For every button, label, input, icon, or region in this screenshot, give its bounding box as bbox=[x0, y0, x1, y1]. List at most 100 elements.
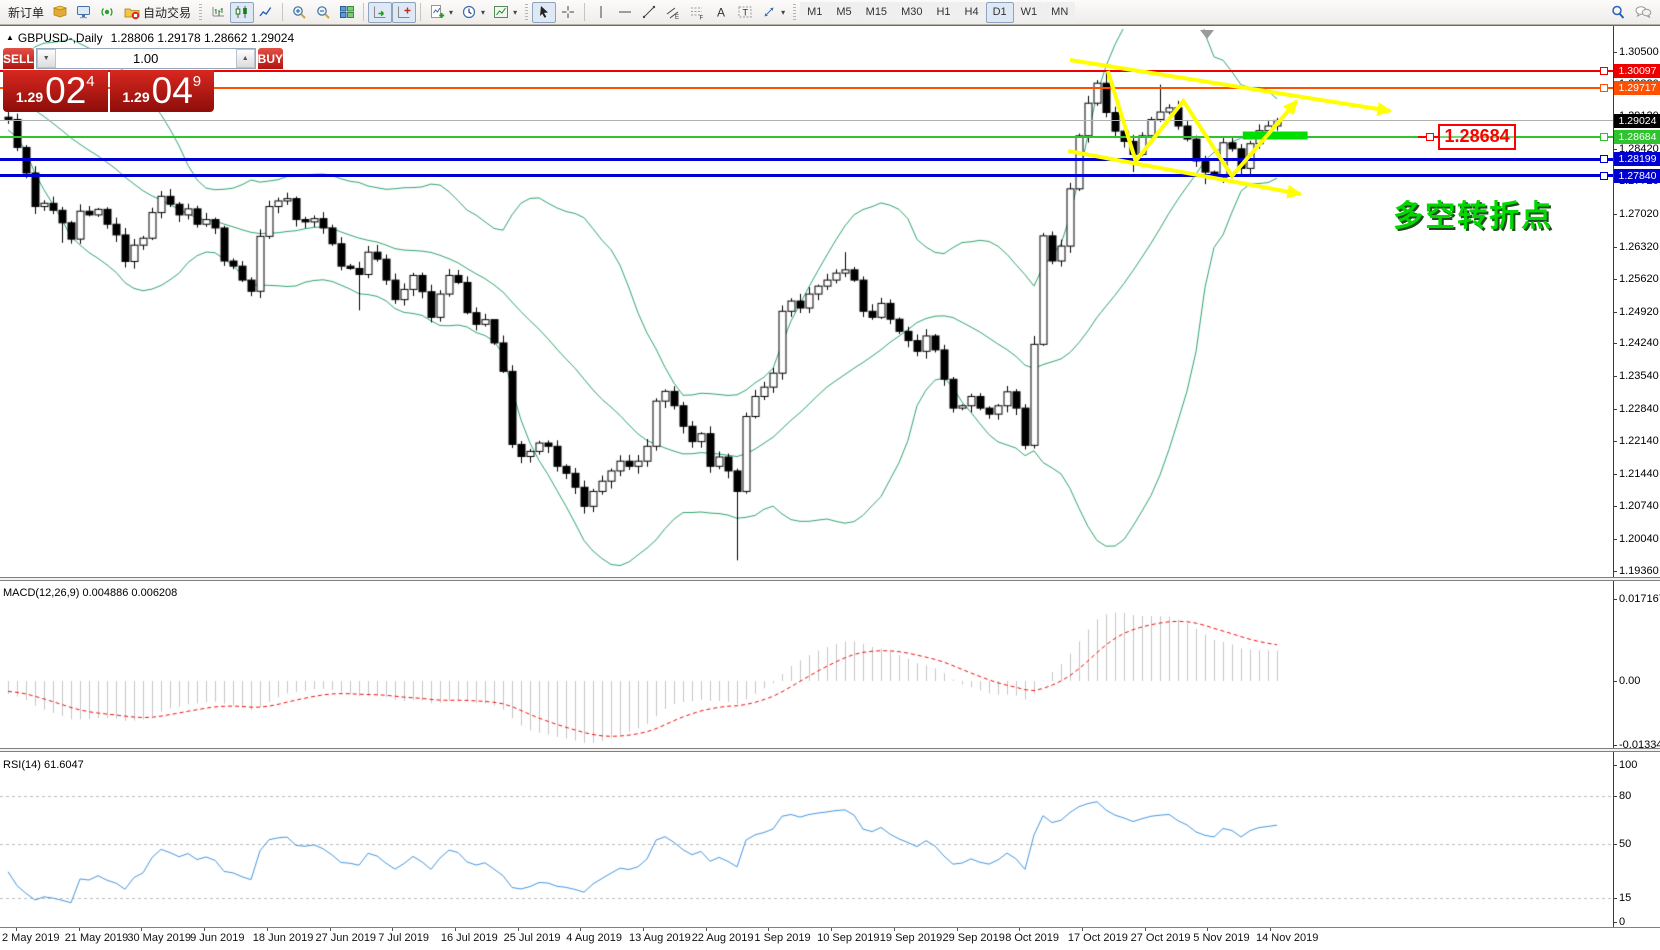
volume-input[interactable] bbox=[55, 49, 236, 68]
chat-icon bbox=[1634, 4, 1652, 20]
horizontal-line-button[interactable] bbox=[613, 2, 637, 23]
zoom-in-button[interactable] bbox=[287, 2, 311, 23]
price-level-label: 1.29717 bbox=[1614, 81, 1660, 96]
text-icon: A bbox=[713, 4, 729, 20]
scroll-end-marker-icon bbox=[1200, 30, 1214, 39]
horizontal-line-object[interactable] bbox=[0, 87, 1613, 90]
price-callout-label[interactable]: 1.28684 bbox=[1438, 123, 1517, 150]
indicators-button[interactable]: ▾ bbox=[425, 2, 457, 23]
crosshair-button[interactable] bbox=[556, 2, 580, 23]
horizontal-line-object[interactable] bbox=[0, 69, 1613, 72]
search-button[interactable] bbox=[1606, 2, 1630, 23]
auto-scroll-button[interactable] bbox=[368, 1, 393, 23]
date-label: 9 Jun 2019 bbox=[190, 932, 245, 944]
periods-button[interactable]: ▾ bbox=[457, 2, 489, 23]
price-axis-tick: 1.20040 bbox=[1613, 532, 1659, 545]
date-label: 10 Sep 2019 bbox=[817, 932, 880, 944]
timeframe-w1[interactable]: W1 bbox=[1013, 1, 1045, 23]
macd-indicator-label: MACD(12,26,9) 0.004886 0.006208 bbox=[3, 587, 178, 599]
buy-price-pip: 9 bbox=[192, 73, 202, 90]
line-anchor-handle[interactable] bbox=[1600, 155, 1608, 164]
date-tick bbox=[831, 927, 833, 931]
line-chart-button[interactable] bbox=[254, 2, 278, 23]
symbol-period-label: GBPUSD-,Daily bbox=[17, 31, 103, 45]
market-watch-button[interactable] bbox=[48, 2, 72, 23]
date-label: 30 May 2019 bbox=[127, 932, 191, 944]
chevron-down-icon: ▾ bbox=[481, 7, 486, 17]
timeframe-group: M1 M5 M15 M30 H1 H4 D1 W1 MN bbox=[800, 1, 1076, 23]
chat-button[interactable] bbox=[1630, 2, 1656, 23]
price-axis-tick: 1.27020 bbox=[1613, 207, 1659, 220]
macd-axis-label: 0.00 bbox=[1612, 675, 1641, 687]
current-price-line[interactable] bbox=[0, 120, 1613, 122]
equidistant-channel-button[interactable]: E bbox=[661, 2, 685, 23]
horizontal-line-object[interactable] bbox=[0, 157, 1613, 161]
volume-increase-button[interactable]: ▲ bbox=[235, 49, 255, 68]
timeframe-mn[interactable]: MN bbox=[1044, 1, 1076, 23]
template-icon bbox=[493, 4, 509, 20]
timeframe-m30[interactable]: M30 bbox=[894, 1, 930, 23]
signals-button[interactable] bbox=[96, 2, 120, 23]
volume-decrease-button[interactable]: ▼ bbox=[36, 49, 56, 68]
vertical-line-button[interactable] bbox=[589, 2, 613, 23]
autotrading-button[interactable]: 自动交易 bbox=[120, 2, 195, 23]
date-label: 7 Jul 2019 bbox=[378, 932, 429, 944]
horizontal-line-object[interactable] bbox=[0, 174, 1613, 178]
chart-plot-area[interactable] bbox=[0, 26, 1660, 950]
arrows-tool-button[interactable]: ▾ bbox=[757, 2, 789, 23]
text-tool-button[interactable]: A bbox=[709, 2, 733, 23]
timeframe-m15[interactable]: M15 bbox=[858, 1, 895, 23]
zoom-in-icon bbox=[291, 4, 307, 20]
signal-icon bbox=[100, 4, 116, 20]
chart-shift-button[interactable] bbox=[392, 1, 417, 23]
one-click-trading-panel: SELL ▼ ▲ BUY 1.29 02 4 1.29 04 9 bbox=[3, 48, 284, 112]
date-label: 27 Oct 2019 bbox=[1130, 932, 1191, 944]
buy-price-display[interactable]: 1.29 04 9 bbox=[109, 70, 214, 112]
timeframe-h1[interactable]: H1 bbox=[929, 1, 958, 23]
pane-splitter[interactable] bbox=[0, 748, 1660, 752]
timeframe-d1[interactable]: D1 bbox=[985, 1, 1014, 23]
price-axis-tick: 1.25620 bbox=[1613, 273, 1659, 286]
toolbar-handle bbox=[525, 4, 529, 20]
sell-price-display[interactable]: 1.29 02 4 bbox=[3, 70, 108, 112]
volume-box: ▼ ▲ bbox=[35, 48, 256, 69]
date-label: 18 Jun 2019 bbox=[252, 932, 314, 944]
zoom-out-button[interactable] bbox=[311, 2, 335, 23]
pane-splitter[interactable] bbox=[0, 577, 1660, 581]
candlestick-chart-button[interactable] bbox=[230, 1, 255, 23]
chart-shift-icon bbox=[396, 4, 412, 20]
line-anchor-handle[interactable] bbox=[1600, 171, 1608, 180]
sell-price-prefix: 1.29 bbox=[15, 89, 44, 105]
turning-point-note[interactable]: 多空转折点 bbox=[1393, 199, 1554, 233]
bar-chart-button[interactable] bbox=[206, 2, 230, 23]
price-axis-tick: 1.22140 bbox=[1613, 435, 1659, 448]
text-label-button[interactable]: T bbox=[733, 2, 757, 23]
price-axis-tick: 1.28420 bbox=[1613, 142, 1659, 155]
date-tick bbox=[1207, 927, 1209, 931]
price-axis-tick: 1.21440 bbox=[1613, 467, 1659, 480]
line-anchor-handle[interactable] bbox=[1600, 66, 1608, 75]
timeframe-m5[interactable]: M5 bbox=[829, 1, 859, 23]
price-axis-border bbox=[1613, 26, 1614, 927]
navigator-button[interactable] bbox=[72, 2, 96, 23]
line-anchor-handle[interactable] bbox=[1600, 84, 1608, 93]
callout-handle[interactable] bbox=[1426, 132, 1435, 141]
cursor-button[interactable] bbox=[532, 1, 557, 23]
tile-windows-button[interactable] bbox=[335, 2, 359, 23]
fibonacci-button[interactable]: F bbox=[685, 2, 709, 23]
templates-button[interactable]: ▾ bbox=[489, 2, 521, 23]
market-watch-icon bbox=[52, 4, 68, 20]
timeframe-m1[interactable]: M1 bbox=[800, 1, 830, 23]
tile-windows-icon bbox=[339, 4, 355, 20]
sell-button[interactable]: SELL bbox=[3, 48, 34, 69]
trendline-button[interactable] bbox=[637, 2, 661, 23]
chart-title: ▲ GBPUSD-,Daily 1.28806 1.29178 1.28662 1.… bbox=[6, 31, 294, 45]
date-label: 14 Nov 2019 bbox=[1256, 932, 1319, 944]
date-label: 16 Jul 2019 bbox=[440, 932, 498, 944]
new-order-button[interactable]: 新订单 bbox=[4, 2, 48, 23]
buy-button[interactable]: BUY bbox=[257, 48, 284, 69]
timeframe-h4[interactable]: H4 bbox=[957, 1, 986, 23]
line-anchor-handle[interactable] bbox=[1600, 132, 1608, 141]
horizontal-line-object[interactable] bbox=[0, 135, 1613, 138]
autotrading-icon bbox=[124, 4, 140, 20]
